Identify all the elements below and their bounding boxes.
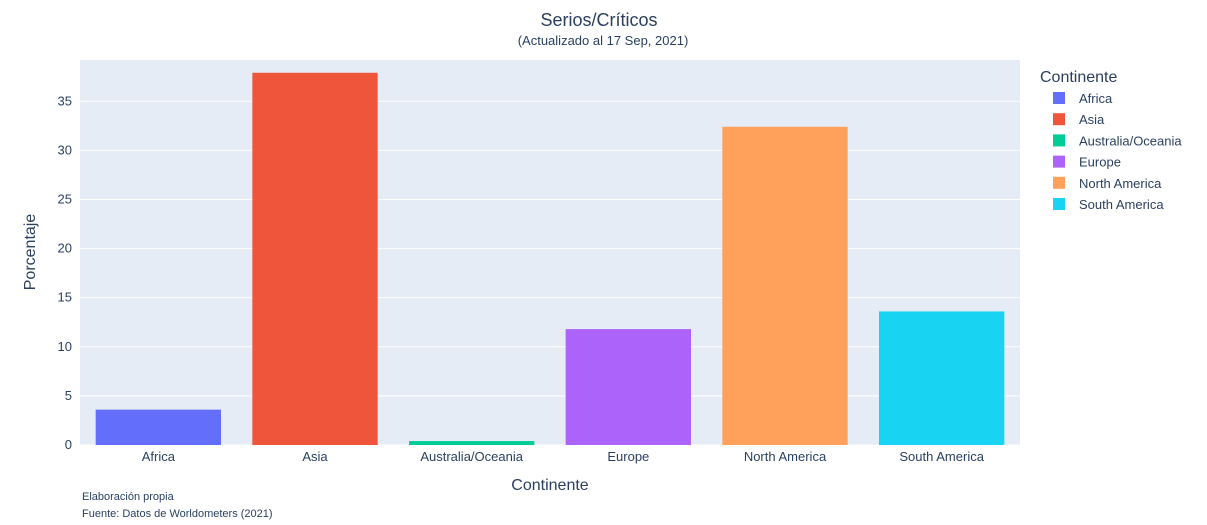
legend-title: Continente [1040, 69, 1117, 86]
bars [95, 72, 1005, 446]
bar-europe[interactable] [565, 329, 691, 445]
legend-swatch[interactable] [1053, 134, 1065, 147]
x-axis-ticks: Africa Asia Australia/Oceania Europe North A… [142, 449, 985, 464]
y-tick-label: 5 [65, 388, 72, 403]
y-axis-ticks: 0 5 10 15 20 25 30 35 [58, 93, 72, 452]
y-tick-label: 20 [58, 241, 72, 256]
y-tick-label: 25 [58, 191, 72, 206]
y-tick-label: 15 [58, 290, 72, 305]
legend-swatch[interactable] [1053, 198, 1065, 210]
x-tick-label: South America [899, 449, 984, 464]
bar-asia[interactable] [252, 72, 378, 446]
y-tick-label: 0 [65, 437, 72, 452]
legend-label[interactable]: South America [1079, 197, 1164, 212]
legend-items: Africa Asia Australia/Oceania Europe North A… [1053, 91, 1182, 212]
y-axis-title: Porcentaje [22, 214, 39, 291]
x-tick-label: Europe [607, 449, 649, 464]
legend-label[interactable]: North America [1079, 176, 1162, 191]
bar-africa[interactable] [95, 409, 221, 445]
x-tick-label: North America [744, 449, 827, 464]
y-tick-label: 35 [58, 93, 72, 108]
legend-label[interactable]: Africa [1079, 91, 1113, 106]
legend-swatch[interactable] [1053, 92, 1065, 104]
x-tick-label: Australia/Oceania [420, 449, 523, 464]
legend-label[interactable]: Asia [1079, 112, 1105, 127]
x-tick-label: Africa [142, 449, 176, 464]
legend-swatch[interactable] [1053, 113, 1065, 126]
note-elaboracion: Elaboración propia [82, 491, 175, 503]
legend-label[interactable]: Australia/Oceania [1079, 133, 1182, 148]
bar-south-america[interactable] [879, 311, 1005, 445]
chart-subtitle: (Actualizado al 17 Sep, 2021) [518, 33, 689, 48]
y-tick-label: 30 [58, 142, 72, 157]
gridlines [80, 100, 1020, 446]
legend-label[interactable]: Europe [1079, 155, 1121, 170]
x-tick-label: Asia [302, 449, 328, 464]
legend-swatch[interactable] [1053, 155, 1065, 168]
bar-australia-oceania[interactable] [409, 441, 535, 445]
x-axis-title: Continente [511, 477, 588, 494]
legend-swatch[interactable] [1053, 176, 1065, 189]
chart-title: Serios/Críticos [540, 10, 657, 30]
note-fuente: Fuente: Datos de Worldometers (2021) [82, 508, 273, 520]
y-tick-label: 10 [58, 339, 72, 354]
bar-north-america[interactable] [722, 126, 848, 446]
plot-area [80, 60, 1020, 445]
legend: Continente Africa Asia Australia/Oceania Eu… [1040, 69, 1182, 212]
